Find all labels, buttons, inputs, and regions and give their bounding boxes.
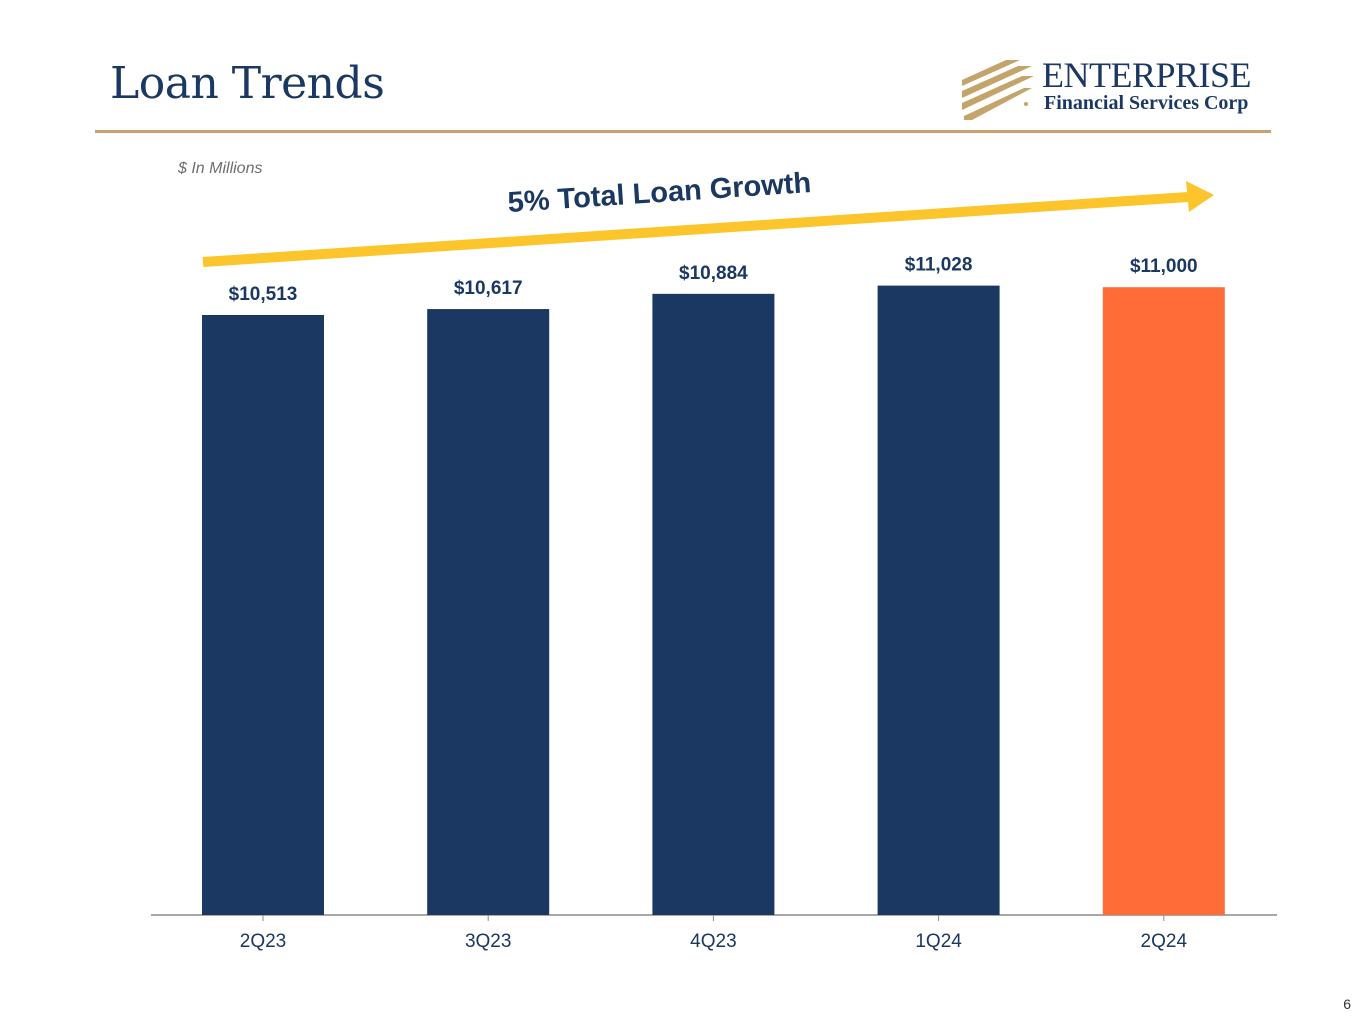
bar-1q24 [877,285,1000,916]
bar-4q23 [652,293,775,916]
title-divider [95,130,1271,133]
x-tick-label-3q23: 3Q23 [465,931,511,952]
data-label-2q24: $11,000 [1130,256,1198,277]
x-tick-label-4q23: 4Q23 [690,931,736,952]
growth-annotation-text: 5% Total Loan Growth [507,167,812,219]
page-number: 6 [1343,996,1351,1012]
page-title: Loan Trends [110,58,385,109]
company-logo: ENTERPRISE Financial Services Corp [962,55,1274,122]
data-label-3q23: $10,617 [454,278,523,299]
logo-subtitle: Financial Services Corp [1044,92,1249,114]
growth-arrow-head [1186,181,1214,212]
growth-arrow-shaft [202,192,1189,267]
logo-stripes-icon [962,60,1034,120]
bar-3q23 [427,309,550,916]
data-label-1q24: $11,028 [905,255,973,276]
data-label-4q23: $10,884 [679,263,748,284]
units-note: $ In Millions [178,160,263,177]
data-label-2q23: $10,513 [229,284,298,305]
logo-wordmark: ENTERPRISE [1042,55,1252,95]
bar-2q23 [202,315,324,915]
x-tick-label-2q24: 2Q24 [1141,931,1188,952]
bar-2q24 [1102,287,1225,916]
x-tick-label-1q24: 1Q24 [915,931,962,952]
x-tick-label-2q23: 2Q23 [240,931,286,952]
